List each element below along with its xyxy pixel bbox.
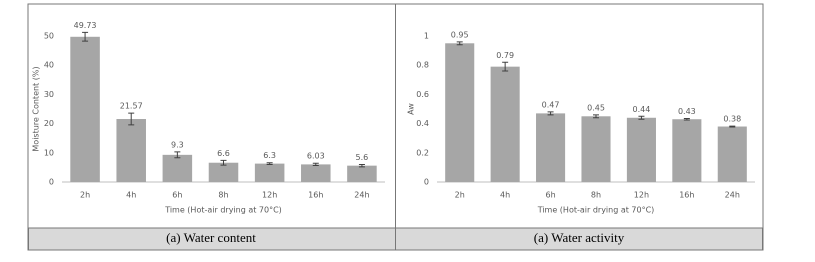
- value-label: 0.44: [633, 105, 651, 114]
- y-tick-label: 0.4: [416, 119, 429, 128]
- caption: (a) Water activity: [534, 230, 625, 245]
- bar: [301, 164, 331, 182]
- x-tick-label: 12h: [262, 191, 277, 200]
- bar: [70, 36, 100, 183]
- y-tick-label: 40: [44, 61, 54, 70]
- error-bar: [128, 112, 135, 126]
- bar: [445, 43, 475, 182]
- caption: (a) Water content: [166, 230, 256, 245]
- bar: [672, 119, 702, 182]
- value-label: 0.45: [587, 103, 605, 112]
- y-tick-label: 0.8: [416, 61, 429, 70]
- bar: [347, 165, 377, 182]
- x-axis-label: Time (Hot-air drying at 70°C): [164, 206, 282, 215]
- bar: [208, 162, 239, 182]
- x-tick-label: 16h: [308, 191, 323, 200]
- x-tick-label: 24h: [725, 191, 740, 200]
- y-tick-label: 50: [44, 32, 54, 41]
- x-tick-label: 6h: [545, 191, 555, 200]
- error-bar: [593, 114, 599, 119]
- value-label: 9.3: [171, 140, 184, 149]
- x-tick-label: 24h: [354, 191, 369, 200]
- y-tick-label: 0: [424, 178, 429, 187]
- bar: [254, 163, 285, 182]
- error-bar: [456, 41, 463, 46]
- x-tick-label: 8h: [591, 191, 601, 200]
- value-label: 49.73: [74, 21, 97, 30]
- bar: [717, 126, 747, 182]
- value-label: 6.03: [307, 152, 325, 161]
- error-bar: [638, 115, 645, 120]
- error-bar: [683, 117, 690, 121]
- y-tick-label: 30: [44, 90, 54, 99]
- value-label: 6.6: [217, 149, 230, 158]
- x-tick-label: 8h: [218, 191, 228, 200]
- error-bar: [729, 125, 736, 128]
- bar: [116, 119, 146, 182]
- y-axis-label: Moisture Content (%): [32, 66, 41, 151]
- x-tick-label: 4h: [500, 191, 510, 200]
- error-bar: [502, 61, 509, 72]
- x-tick-label: 2h: [455, 191, 465, 200]
- x-tick-label: 2h: [80, 191, 90, 200]
- y-tick-label: 0: [49, 178, 54, 187]
- bar: [536, 113, 566, 182]
- value-label: 0.38: [723, 115, 741, 124]
- bar: [626, 117, 656, 182]
- error-bar: [220, 159, 227, 166]
- y-tick-label: 10: [44, 148, 54, 157]
- value-label: 6.3: [263, 151, 276, 160]
- error-bar: [547, 111, 554, 116]
- y-tick-label: 0.6: [416, 90, 429, 99]
- value-label: 0.43: [678, 107, 696, 116]
- error-bar: [312, 162, 319, 167]
- error-bar: [82, 31, 89, 42]
- x-tick-label: 4h: [126, 191, 136, 200]
- error-bar: [174, 151, 181, 159]
- bar: [490, 66, 520, 182]
- y-tick-label: 0.2: [416, 148, 429, 157]
- error-bar: [358, 163, 365, 168]
- value-label: 0.79: [496, 51, 514, 60]
- x-tick-label: 16h: [679, 191, 694, 200]
- y-tick-label: 20: [44, 119, 54, 128]
- x-tick-label: 6h: [172, 191, 182, 200]
- value-label: 21.57: [120, 102, 143, 111]
- y-axis-label: Aw: [407, 103, 416, 115]
- bar: [162, 154, 193, 182]
- value-label: 5.6: [356, 153, 369, 162]
- x-axis-label: Time (Hot-air drying at 70°C): [537, 206, 655, 215]
- value-label: 0.47: [542, 100, 560, 109]
- x-tick-label: 12h: [634, 191, 649, 200]
- value-label: 0.95: [451, 30, 469, 39]
- error-bar: [266, 162, 273, 165]
- y-tick-label: 1: [424, 32, 429, 41]
- bar: [581, 116, 611, 182]
